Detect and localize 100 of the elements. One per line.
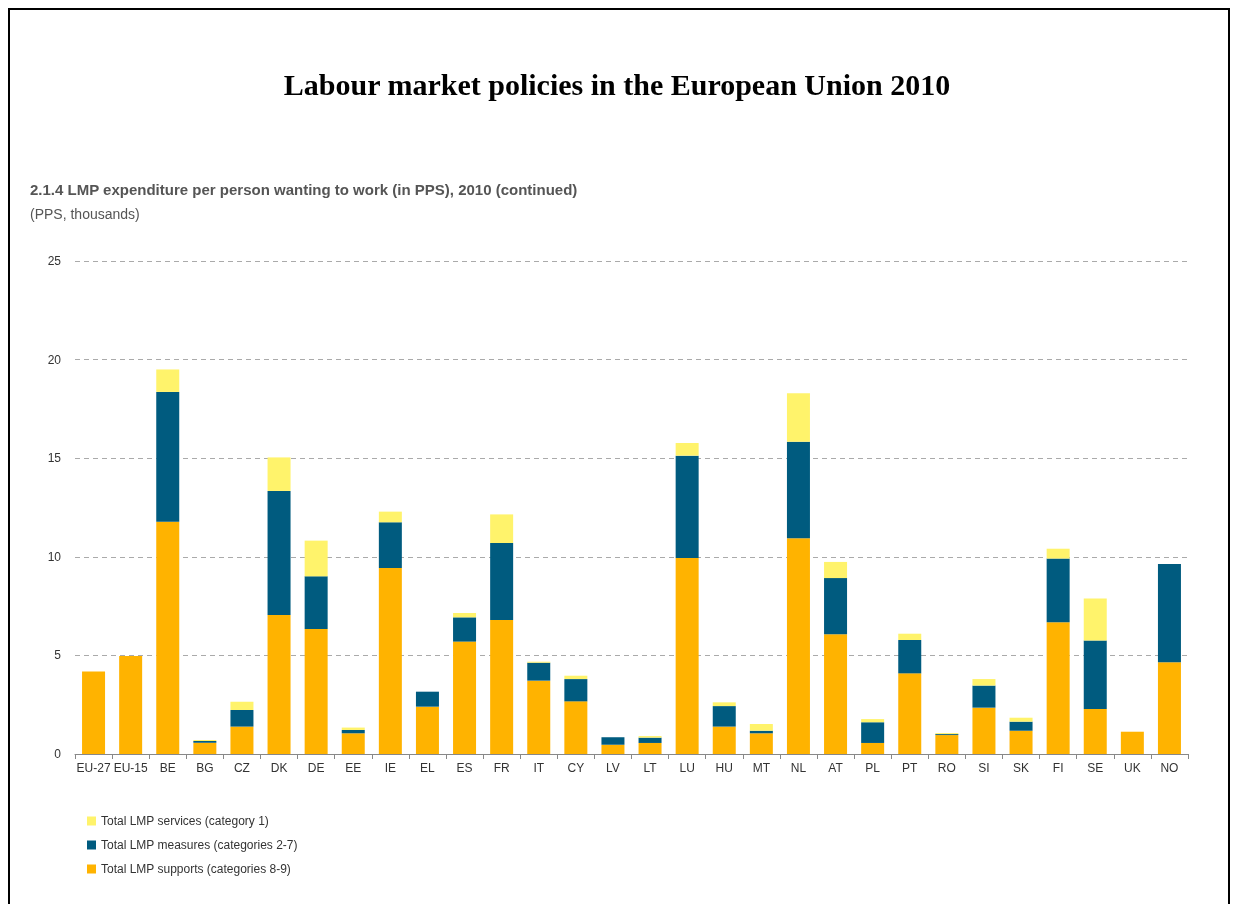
bar <box>712 702 736 707</box>
bar <box>898 640 922 674</box>
x-tick-label: LT <box>643 761 658 775</box>
y-tick-label: 5 <box>54 648 62 663</box>
bar <box>601 737 625 745</box>
bar <box>156 391 180 522</box>
bar <box>119 655 143 754</box>
legend-label: Total LMP supports (categories 8-9) <box>101 862 291 876</box>
legend-label: Total LMP services (category 1) <box>101 814 269 828</box>
x-tick-label: IT <box>533 761 545 775</box>
bar <box>564 675 588 680</box>
bar <box>1083 640 1107 710</box>
bar <box>1009 721 1033 731</box>
bar <box>601 744 625 754</box>
bar <box>824 561 848 579</box>
bar <box>1083 709 1107 754</box>
bar <box>490 619 514 754</box>
x-tick-label: NL <box>790 761 807 775</box>
x-tick-label: SI <box>978 761 990 775</box>
bar <box>786 538 810 754</box>
bar <box>675 443 699 456</box>
bar <box>1046 622 1070 754</box>
bar <box>1009 730 1033 754</box>
x-tick-label: DE <box>307 761 325 775</box>
bar <box>415 706 439 754</box>
x-tick-label: EL <box>420 761 436 775</box>
chart-title: Labour market policies in the European Union 2010 <box>283 67 951 101</box>
legend-label: Total LMP measures (categories 2-7) <box>101 838 298 852</box>
y-tick-label: 10 <box>47 549 62 564</box>
bar <box>378 522 402 569</box>
bar <box>230 726 254 754</box>
y-tick-label: 15 <box>47 451 62 466</box>
x-tick-label: PL <box>865 761 881 775</box>
bar <box>230 710 254 727</box>
x-tick-label: SE <box>1087 761 1104 775</box>
chart-subtitle: 2.1.4 LMP expenditure per person wanting to work (in PPS), 2010 (continued) <box>30 181 578 198</box>
bar <box>1009 717 1033 722</box>
bar <box>267 490 291 615</box>
x-tick-label: PT <box>902 761 919 775</box>
x-tick-label: CY <box>567 761 585 775</box>
bar <box>156 521 180 754</box>
bar <box>824 578 848 635</box>
bar <box>378 568 402 754</box>
bar <box>786 441 810 539</box>
bar <box>1120 731 1144 754</box>
x-tick-label: BE <box>159 761 176 775</box>
x-tick-label: DK <box>270 761 288 775</box>
x-tick-label: FI <box>1052 761 1064 775</box>
bar <box>712 706 736 727</box>
x-tick-label: EU-15 <box>113 761 148 775</box>
bar <box>861 742 885 754</box>
bar <box>1157 662 1181 754</box>
bar <box>972 679 996 686</box>
x-tick-label: BG <box>196 761 214 775</box>
bar <box>564 701 588 754</box>
bar <box>341 729 365 734</box>
bar <box>861 719 885 723</box>
bar <box>453 613 477 618</box>
bar <box>861 722 885 743</box>
bar <box>82 671 106 754</box>
bar <box>267 457 291 491</box>
bar <box>490 514 514 543</box>
x-tick-label: AT <box>828 761 844 775</box>
bar <box>490 543 514 620</box>
bar <box>935 735 959 754</box>
bar <box>972 707 996 754</box>
bar <box>230 701 254 711</box>
x-tick-label: MT <box>752 761 771 775</box>
x-tick-label: EE <box>345 761 362 775</box>
bar <box>675 557 699 754</box>
bar <box>749 733 773 754</box>
bar <box>675 455 699 558</box>
bar <box>378 511 402 523</box>
y-axis-title: (PPS, thousands) <box>30 206 140 222</box>
y-tick-label: 25 <box>47 254 62 268</box>
y-tick-label: 0 <box>54 747 62 761</box>
bar <box>1083 598 1107 641</box>
bar <box>193 742 217 754</box>
x-tick-label: IE <box>384 761 397 775</box>
bar <box>304 628 328 754</box>
bar <box>453 617 477 642</box>
x-tick-label: EU-27 <box>76 761 111 775</box>
x-tick-label: LV <box>606 761 620 775</box>
bar <box>341 733 365 754</box>
bar <box>527 680 551 754</box>
bar <box>415 691 439 707</box>
x-tick-label: CZ <box>233 761 250 775</box>
x-tick-label: UK <box>1124 761 1141 775</box>
bar <box>1046 548 1070 559</box>
bar <box>638 742 662 754</box>
bar <box>824 634 848 754</box>
x-tick-label: LU <box>679 761 695 775</box>
bar <box>1157 564 1181 663</box>
x-tick-label: NO <box>1160 761 1179 775</box>
bar <box>898 673 922 754</box>
x-tick-label: ES <box>456 761 473 775</box>
bar <box>749 724 773 731</box>
y-tick-label: 20 <box>47 352 62 367</box>
bar <box>453 641 477 754</box>
bar <box>712 726 736 754</box>
